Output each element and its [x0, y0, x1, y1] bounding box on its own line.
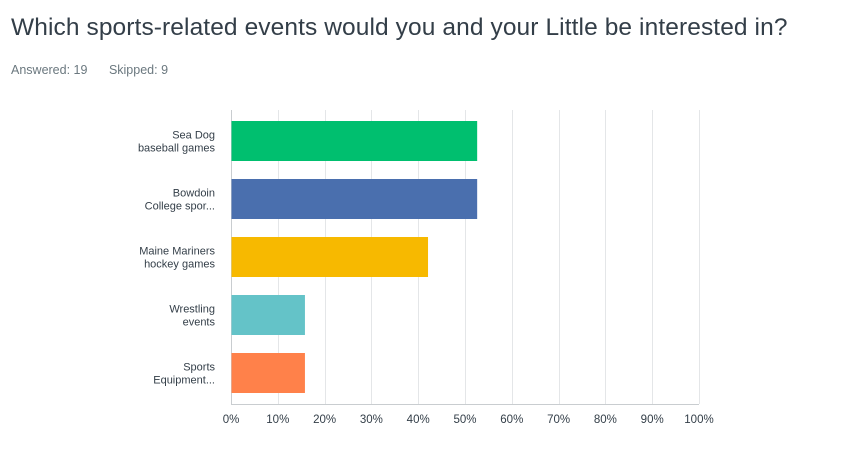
bar [231, 179, 478, 219]
x-tick-label: 70% [547, 414, 570, 426]
x-tick-label: 30% [360, 414, 383, 426]
x-tick-label: 50% [453, 414, 476, 426]
category-label: Sea Dog [172, 130, 215, 142]
skipped-label: Skipped: [108, 63, 158, 77]
bar [231, 237, 429, 277]
category-label: hockey games [144, 259, 215, 271]
x-tick-label: 40% [407, 414, 430, 426]
answered-stat: Answered: 19 [11, 63, 87, 77]
category-label: Equipment... [153, 375, 215, 387]
x-tick-label: 60% [500, 414, 523, 426]
skipped-count: 9 [161, 63, 169, 77]
x-tick-label: 20% [313, 414, 336, 426]
x-tick-label: 90% [641, 414, 664, 426]
category-label: Wrestling [169, 304, 215, 316]
bar [231, 295, 305, 335]
skipped-stat: Skipped: 9 [109, 63, 168, 77]
question-title: Which sports-related events would you an… [11, 14, 788, 41]
category-label: College spor... [145, 201, 215, 213]
bar [231, 353, 305, 393]
x-tick-label: 80% [594, 414, 617, 426]
response-stats: Answered: 19 Skipped: 9 [11, 63, 168, 77]
category-label: Sports [183, 362, 215, 374]
bar [231, 121, 478, 161]
answered-count: 19 [73, 63, 88, 77]
answered-label: Answered: [11, 63, 71, 77]
x-tick-label: 100% [684, 414, 713, 426]
x-tick-label: 0% [223, 414, 240, 426]
category-label: baseball games [138, 143, 216, 155]
x-tick-label: 10% [266, 414, 289, 426]
category-label: Bowdoin [173, 188, 215, 200]
category-label: events [183, 317, 216, 329]
category-label: Maine Mariners [139, 246, 215, 258]
